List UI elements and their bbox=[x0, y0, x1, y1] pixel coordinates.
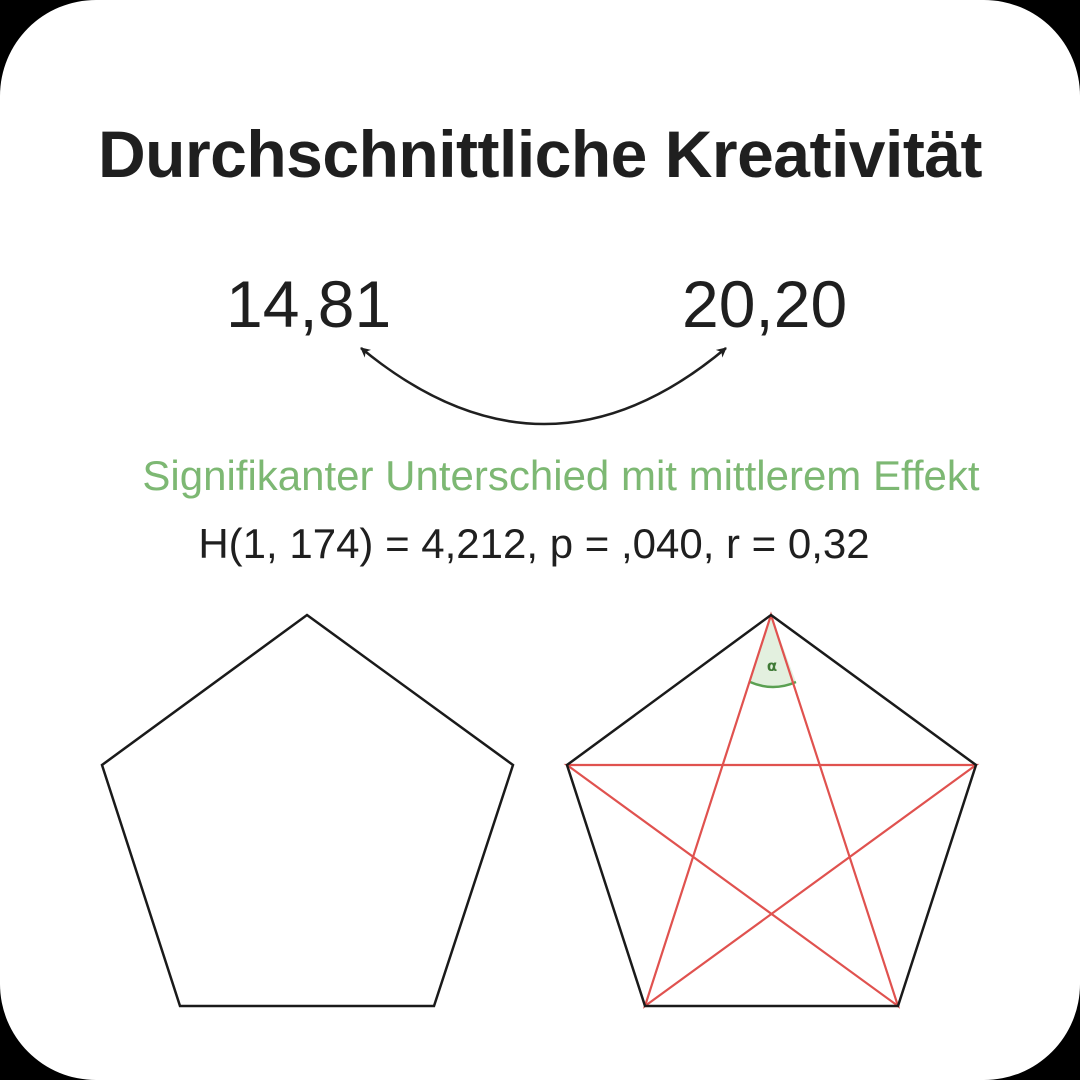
verdict-text: Signifikanter Unterschied mit mittlerem … bbox=[142, 452, 980, 499]
pentagon-outline bbox=[565, 613, 978, 1008]
double-arrow-curve bbox=[360, 347, 727, 426]
title: Durchschnittliche Kreativität bbox=[97, 117, 983, 191]
right-value: 20,20 bbox=[682, 267, 848, 341]
left-value: 14,81 bbox=[226, 267, 392, 341]
pentagon-plain bbox=[100, 613, 515, 1008]
angle-label: α bbox=[767, 657, 777, 675]
statistics-text: H(1, 174) = 4,212, p = ,040, r = 0,32 bbox=[198, 520, 870, 567]
angle-wedge bbox=[750, 615, 796, 687]
pentagon-with-star: α bbox=[563, 611, 980, 1009]
pentagram bbox=[563, 611, 980, 1009]
